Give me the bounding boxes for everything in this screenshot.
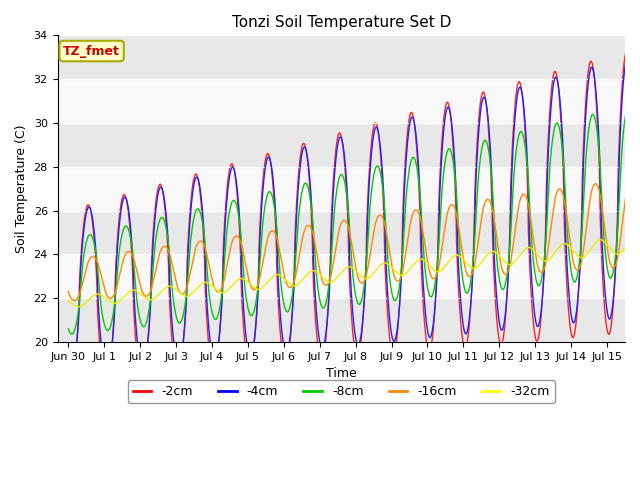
Bar <box>58 298 625 342</box>
Y-axis label: Soil Temperature (C): Soil Temperature (C) <box>15 124 28 253</box>
Bar <box>58 167 625 211</box>
X-axis label: Time: Time <box>326 367 356 380</box>
Title: Tonzi Soil Temperature Set D: Tonzi Soil Temperature Set D <box>232 15 451 30</box>
Bar <box>58 123 625 167</box>
Bar <box>58 254 625 298</box>
Legend: -2cm, -4cm, -8cm, -16cm, -32cm: -2cm, -4cm, -8cm, -16cm, -32cm <box>128 380 555 403</box>
Bar <box>58 79 625 123</box>
Text: TZ_fmet: TZ_fmet <box>63 45 120 58</box>
Bar <box>58 36 625 79</box>
Bar <box>58 211 625 254</box>
